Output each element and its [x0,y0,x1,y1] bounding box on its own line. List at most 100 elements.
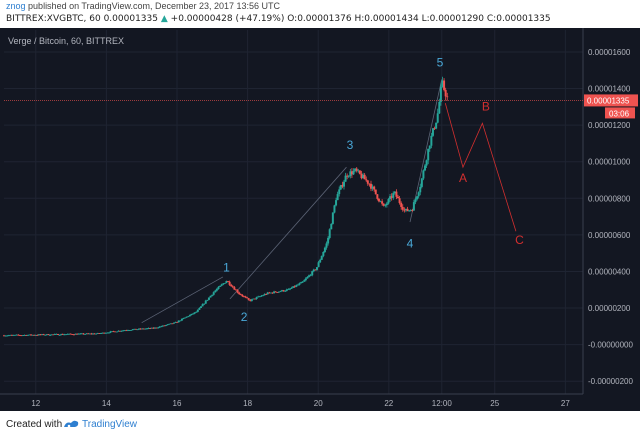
candle-body [446,96,449,98]
candle-body [438,101,441,114]
candle-body [252,298,255,300]
candle-body [304,278,307,281]
candle-body [265,294,268,295]
candle-body [219,285,222,287]
candle-body [227,281,230,282]
candle-body [79,333,82,335]
candle-body [36,335,39,336]
candle-body [362,174,365,179]
candle-body [155,327,158,329]
wave-label-2: 2 [241,310,248,324]
candle-body [123,330,126,332]
candle-body [220,284,223,286]
candle-body [360,173,363,179]
candle-body [18,335,21,336]
candle-body [85,333,88,335]
candle-body [293,286,296,288]
candle-body [417,192,420,197]
candle-body [60,334,63,335]
publish-header: znog published on TradingView.com, Decem… [0,0,640,28]
candle-body [72,334,75,336]
candle-body [49,335,52,336]
candle-body [298,283,301,285]
candle-body [80,333,83,335]
candle-body [300,282,303,284]
candle-body [3,335,5,337]
candle-body [42,334,45,336]
wave-guide-line [141,276,224,324]
candle-body [430,135,433,146]
candle-body [50,334,53,336]
candle-body [277,291,280,293]
candle-body [352,170,355,175]
author-link[interactable]: znog [6,1,26,11]
candle-body [344,175,347,182]
candle-body [55,334,58,335]
candle-body [341,185,344,187]
candle-body [182,318,185,319]
candle-body [254,298,257,300]
candle-body [91,333,94,335]
symbol-ohlc-line: BITTREX:XVGBTC, 60 0.00001335 ▲ +0.00000… [6,14,551,24]
candle-body [315,267,318,270]
y-tick-label: 0.00000600 [588,231,631,240]
wave-guide-line [229,166,347,300]
candle-body [37,334,40,336]
candle-body [207,297,210,300]
candle-body [112,331,115,333]
candle-body [39,334,42,336]
candle-body [290,287,293,289]
chart-panel[interactable]: 0.00001600 0.00001400 0.00001200 0.00001000… [0,28,640,411]
candle-body [196,309,199,312]
candle-body [241,294,244,297]
candle-body [44,334,47,336]
candle-body [82,333,85,335]
candle-body [433,128,436,130]
y-tick-label: 0.00000200 [588,304,631,313]
candle-body [287,289,290,290]
candle-body [395,191,398,197]
candle-body [28,334,31,336]
candle-body [427,148,430,161]
candle-body [365,179,368,181]
candle-body [273,291,276,294]
candle-body [41,334,44,336]
candle-body [160,326,163,328]
candle-body [192,313,195,315]
candle-body [134,328,137,330]
candle-body [200,306,203,308]
candle-body [346,175,349,177]
candle-body [76,333,79,335]
candle-body [443,80,446,90]
candle-body [444,89,447,97]
candle-body [339,185,342,190]
candle-body [354,168,357,171]
tradingview-brand-link[interactable]: TradingView [82,419,138,430]
created-with-text: Created with [6,419,63,430]
high-label: H: [354,14,365,24]
candle-body [230,284,233,287]
candle-body [4,335,7,337]
candle-body [165,324,168,326]
candle-body [198,307,201,310]
candle-body [228,281,231,285]
x-tick-label: 25 [490,399,499,408]
candle-body [109,331,112,333]
candle-body [342,181,345,187]
candle-body [161,325,164,327]
candle-body [420,178,423,187]
candle-body [168,323,171,325]
candle-body [195,311,198,313]
candle-body [149,328,152,329]
candle-body [98,333,101,334]
candle-body [309,275,312,276]
correction-path-line [444,103,517,232]
candle-body [22,335,25,336]
candle-body [125,330,128,332]
candle-body [250,299,253,301]
candle-body [64,334,67,336]
price-chart[interactable]: 0.00001600 0.00001400 0.00001200 0.00001000… [0,28,640,411]
correction-label-C: C [515,233,524,247]
x-tick-label: 20 [314,399,323,408]
candle-body [12,335,15,336]
